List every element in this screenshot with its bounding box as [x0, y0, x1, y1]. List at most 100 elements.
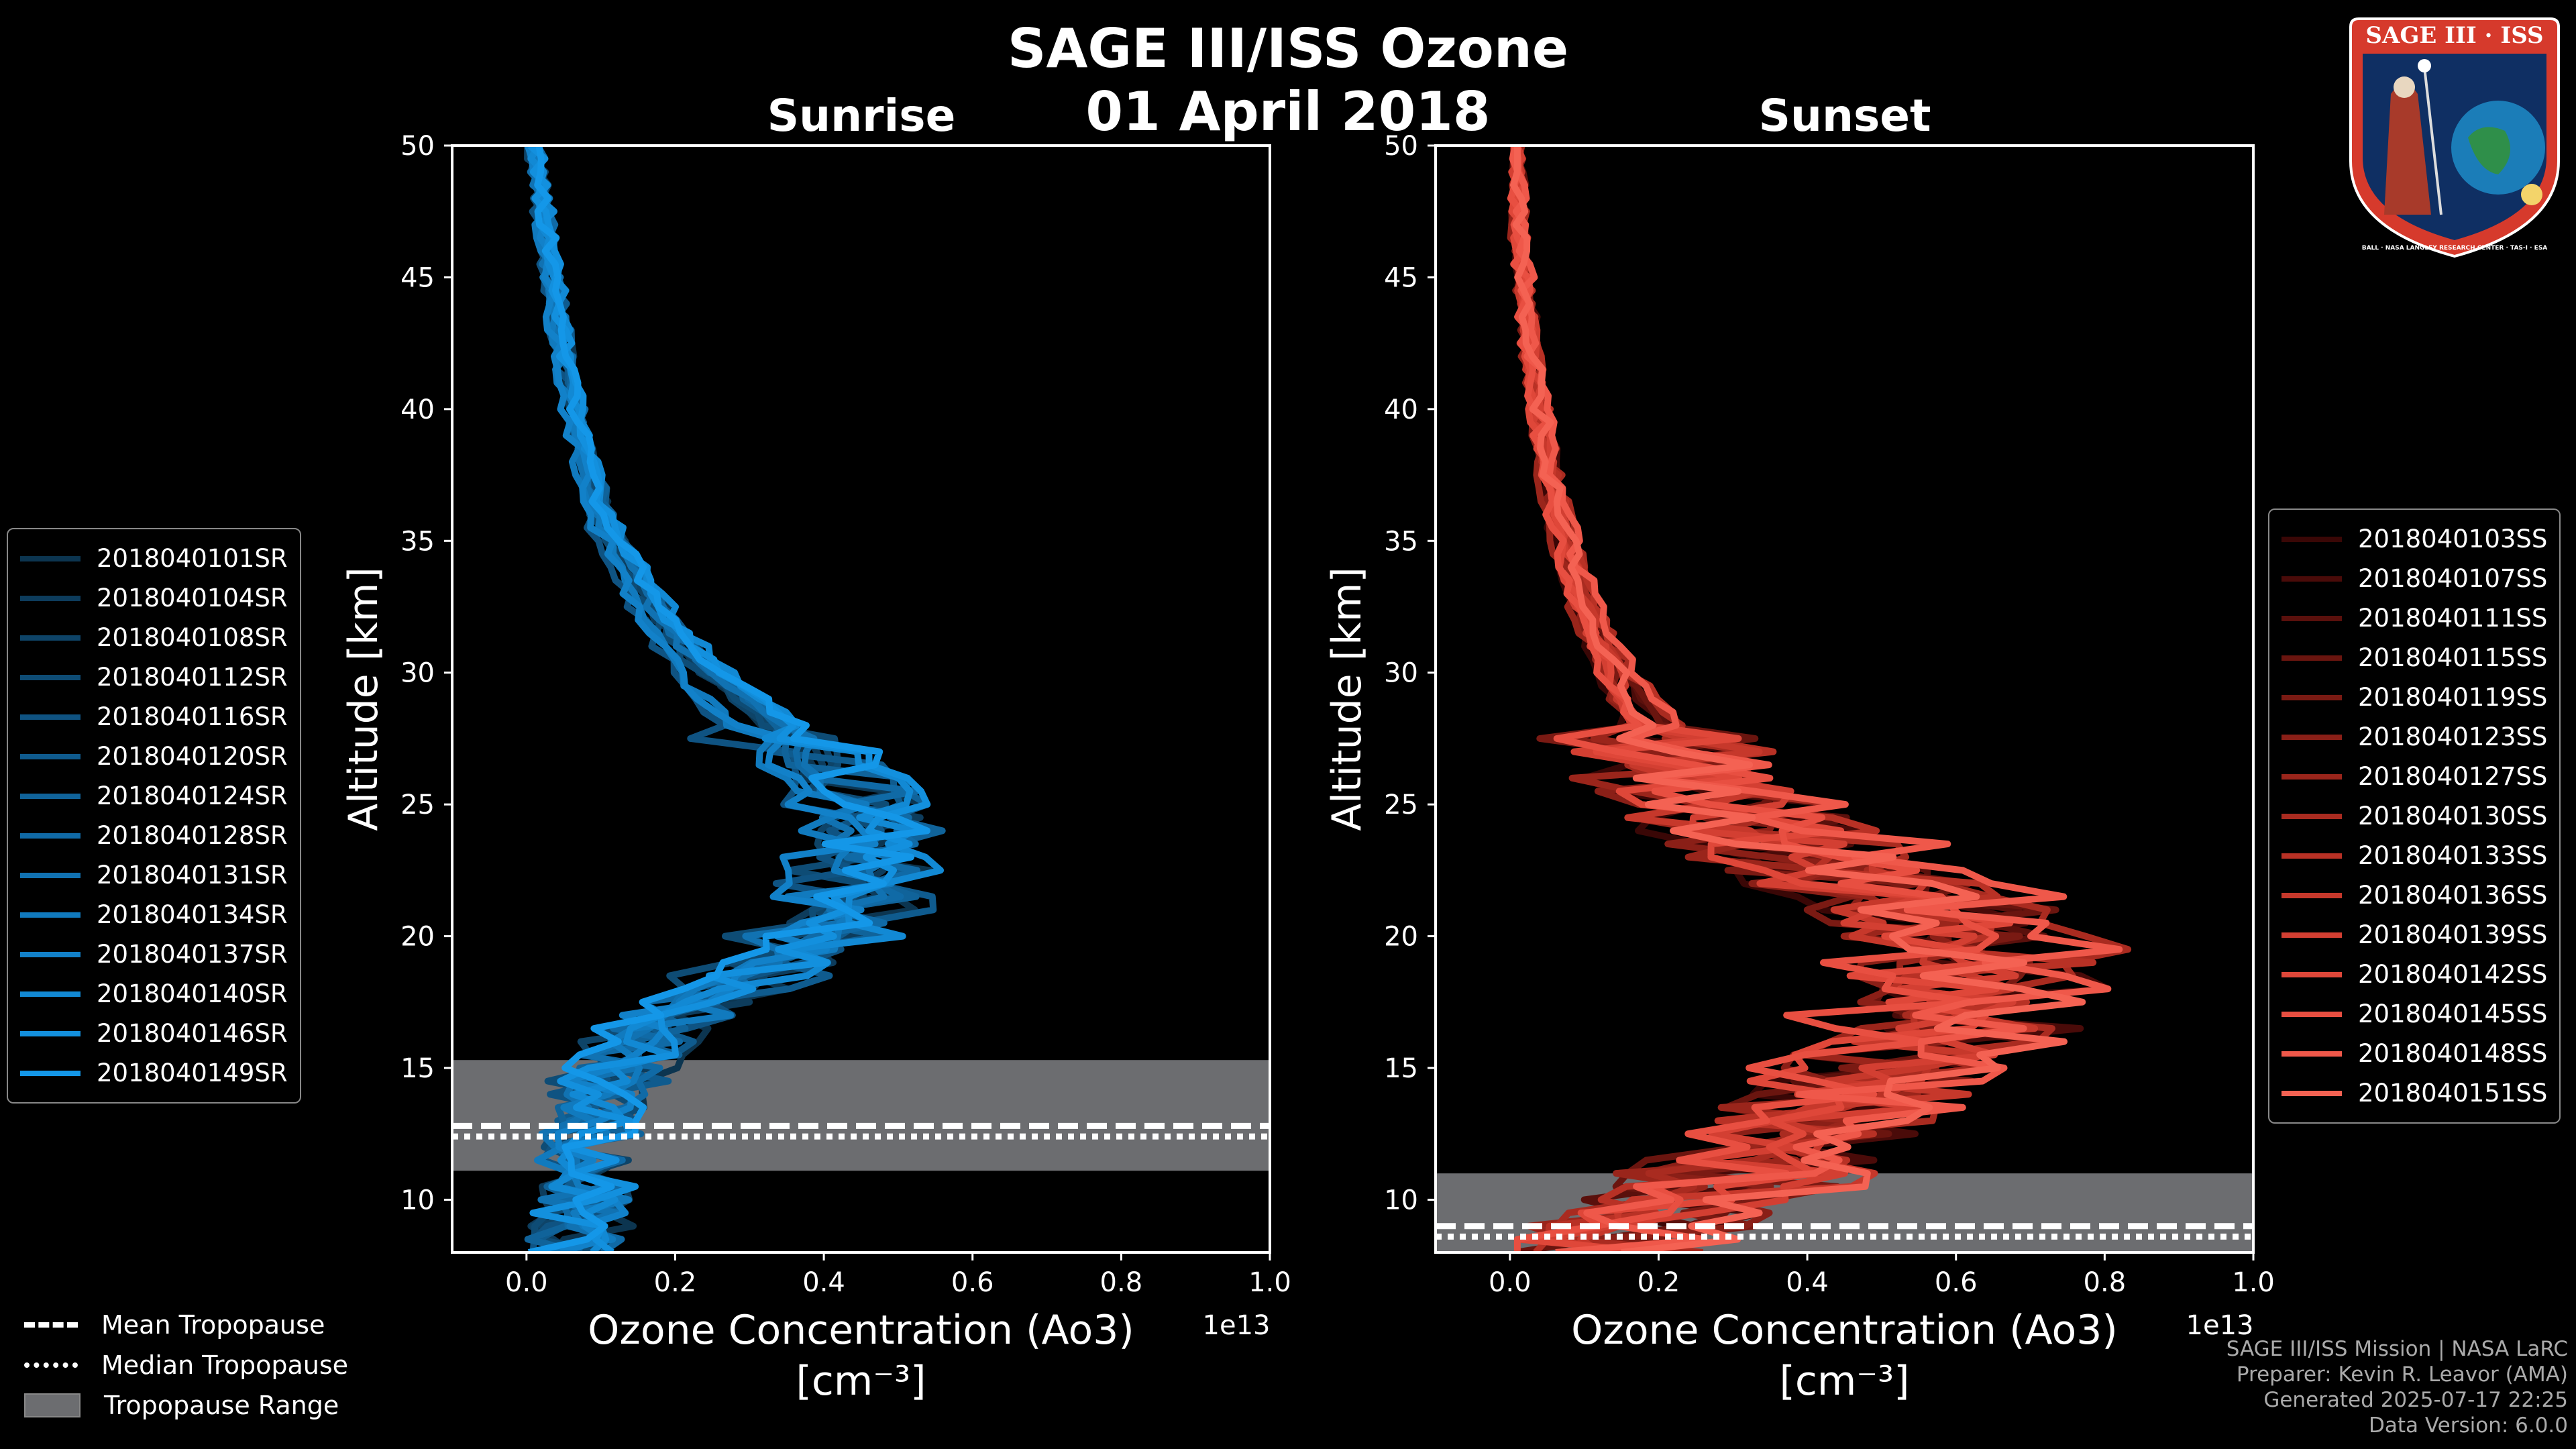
legend-entry-2018040112SR: 2018040112SR: [20, 657, 288, 697]
legend-label: 2018040131SR: [97, 861, 288, 890]
legend-label: 2018040148SS: [2358, 1039, 2548, 1068]
legend-label: 2018040111SS: [2358, 604, 2548, 633]
legend-mean-tropopause: Mean Tropopause: [24, 1305, 348, 1345]
y-axis-label: Altitude [km]: [340, 567, 387, 831]
legend-label: 2018040103SS: [2358, 525, 2548, 553]
sunrise-panel: 0.0 0.2 0.4 0.6 0.8 1.0 10 15 20 25 30 35 40 45 50 1e13…: [340, 131, 1291, 1405]
credits-block: SAGE III/ISS Mission | NASA LaRC Prepare…: [2226, 1336, 2568, 1438]
x-tick-label: 0.0: [1489, 1267, 1532, 1298]
legend-swatch: [2282, 892, 2342, 898]
legend-entry-2018040146SR: 2018040146SR: [20, 1014, 288, 1053]
y-tick-label: 25: [400, 790, 435, 820]
legend-swatch: [20, 1030, 80, 1036]
legend-label: 2018040115SS: [2358, 643, 2548, 672]
plot-frame: [451, 144, 1271, 1254]
x-tick-label: 0.0: [505, 1267, 548, 1298]
legend-label: Tropopause Range: [104, 1391, 339, 1420]
y-tick-label: 20: [400, 922, 435, 953]
x-tick-label: 1.0: [2232, 1267, 2275, 1298]
x-tick-label: 0.6: [1935, 1267, 1978, 1298]
x-offset-label: 1e13: [2186, 1310, 2254, 1341]
x-tick-label: 0.2: [654, 1267, 697, 1298]
legend-swatch: [20, 635, 80, 641]
y-tick-label: 10: [1384, 1185, 1418, 1216]
legend-swatch: [2282, 615, 2342, 621]
legend-swatch: [20, 793, 80, 799]
legend-entry-2018040120SR: 2018040120SR: [20, 737, 288, 776]
legend-entry-2018040119SS: 2018040119SS: [2282, 678, 2547, 717]
legend-label: 2018040134SR: [97, 900, 288, 929]
x-tick-label: 0.8: [2084, 1267, 2127, 1298]
legend-swatch: [2282, 576, 2342, 582]
sunrise-legend: 2018040101SR 2018040104SR 2018040108SR 2018…: [7, 528, 301, 1104]
legend-entry-2018040145SS: 2018040145SS: [2282, 994, 2547, 1034]
legend-swatch: [2282, 1090, 2342, 1096]
y-axis-label: Altitude [km]: [1324, 567, 1371, 831]
legend-entry-2018040140SR: 2018040140SR: [20, 974, 288, 1014]
legend-label: 2018040142SS: [2358, 960, 2548, 989]
legend-label: 2018040133SS: [2358, 841, 2548, 870]
profile-lines: [1507, 146, 2132, 1252]
credit-line: Generated 2025-07-17 22:25: [2263, 1388, 2568, 1412]
x-tick-label: 0.4: [802, 1267, 845, 1298]
legend-entry-2018040115SS: 2018040115SS: [2282, 638, 2547, 678]
legend-swatch: [20, 595, 80, 601]
legend-median-tropopause: Median Tropopause: [24, 1345, 348, 1385]
profile-line-2018040148SS: [1509, 146, 2123, 1252]
legend-swatch: [2282, 773, 2342, 780]
profile-line-2018040149SR: [527, 146, 930, 1252]
legend-entry-2018040134SR: 2018040134SR: [20, 895, 288, 934]
legend-swatch: [2282, 932, 2342, 938]
logo-ring-text: BALL · NASA LANGLEY RESEARCH CENTER · TA…: [2362, 245, 2548, 252]
y-tick-label: 30: [400, 658, 435, 689]
legend-entry-2018040128SR: 2018040128SR: [20, 816, 288, 855]
y-tick-label: 35: [1384, 526, 1418, 557]
credit-line: SAGE III/ISS Mission | NASA LaRC: [2226, 1337, 2568, 1361]
legend-label: 2018040145SS: [2358, 1000, 2548, 1028]
logo-title: SAGE III · ISS: [2365, 22, 2543, 49]
y-tick-label: 35: [400, 526, 435, 557]
y-tick-label: 50: [1384, 131, 1418, 162]
y-tick-label: 20: [1384, 922, 1418, 953]
sunrise-title: Sunrise: [767, 90, 956, 142]
legend-label: 2018040149SR: [97, 1059, 288, 1087]
legend-entry-2018040107SS: 2018040107SS: [2282, 559, 2547, 598]
dashed-line-swatch: [24, 1322, 78, 1328]
legend-label: 2018040116SR: [97, 702, 288, 731]
sunset-legend: 2018040103SS 2018040107SS 2018040111SS 2018…: [2268, 508, 2561, 1124]
y-tick-label: 50: [400, 131, 435, 162]
x-axis-label: Ozone Concentration (Ao3): [588, 1307, 1134, 1354]
legend-label: Median Tropopause: [101, 1350, 348, 1380]
legend-swatch: [20, 951, 80, 957]
y-tick-label: 45: [1384, 262, 1418, 293]
legend-entry-2018040139SS: 2018040139SS: [2282, 915, 2547, 955]
tropopause-legend: Mean Tropopause Median Tropopause Tropop…: [24, 1305, 348, 1426]
legend-label: 2018040140SR: [97, 979, 288, 1008]
dotted-line-swatch: [24, 1362, 78, 1368]
y-tick-label: 15: [400, 1053, 435, 1084]
legend-swatch: [2282, 734, 2342, 740]
figure-date: 01 April 2018: [1085, 80, 1491, 143]
legend-entry-2018040133SS: 2018040133SS: [2282, 836, 2547, 875]
legend-label: 2018040112SR: [97, 663, 288, 692]
x-axis-label: Ozone Concentration (Ao3): [1571, 1307, 2118, 1354]
legend-entry-2018040131SR: 2018040131SR: [20, 855, 288, 895]
sunset-title: Sunset: [1758, 90, 1931, 142]
legend-swatch: [20, 912, 80, 918]
legend-swatch: [20, 1070, 80, 1076]
legend-swatch: [20, 991, 80, 997]
legend-label: 2018040104SR: [97, 584, 288, 612]
legend-label: 2018040136SS: [2358, 881, 2548, 910]
x-axis-unit: [cm⁻³]: [1780, 1358, 1910, 1405]
sage-mission-logo: SAGE III · ISS BALL · NASA LANGLEY RESEA…: [2349, 17, 2560, 258]
y-tick-label: 40: [1384, 394, 1418, 425]
legend-swatch: [2282, 971, 2342, 977]
legend-label: 2018040139SS: [2358, 920, 2548, 949]
profile-line-2018040151SS: [1510, 146, 2086, 1252]
figure-title: SAGE III/ISS Ozone: [1007, 17, 1569, 80]
y-tick-label: 15: [1384, 1053, 1418, 1084]
legend-swatch: [2282, 1011, 2342, 1017]
plot-frame: [1434, 144, 2255, 1254]
legend-swatch: [2282, 694, 2342, 700]
